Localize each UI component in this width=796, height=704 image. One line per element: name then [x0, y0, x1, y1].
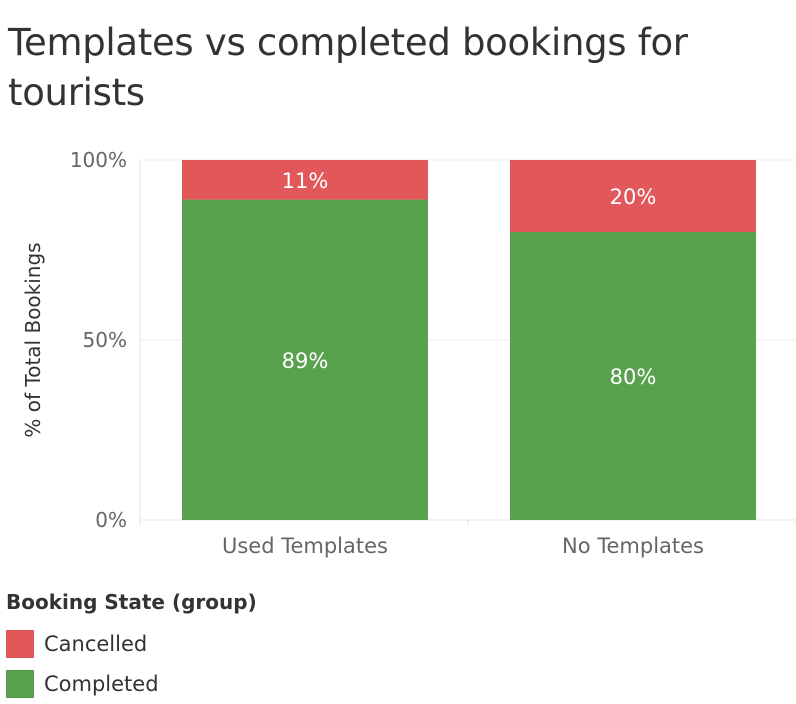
legend-label-completed: Completed [44, 672, 159, 696]
y-tick-label: 50% [83, 328, 127, 352]
x-category-label: Used Templates [222, 534, 388, 558]
x-category-label: No Templates [562, 534, 704, 558]
legend-title: Booking State (group) [6, 590, 257, 614]
legend-item-cancelled[interactable]: Cancelled [6, 624, 257, 664]
bar-completed-no-templates[interactable] [510, 232, 756, 520]
legend-swatch-completed [6, 670, 34, 698]
chart-title: Templates vs completed bookings for tour… [8, 21, 688, 115]
y-tick-label: 0% [95, 508, 127, 532]
legend: Booking State (group) Cancelled Complete… [6, 590, 257, 704]
legend-swatch-cancelled [6, 630, 34, 658]
data-label: 20% [610, 185, 657, 209]
bar-cancelled-used-templates[interactable] [182, 160, 428, 200]
axis-layer: 0% 50% 100% % of Total Bookings Used Templat… [21, 148, 704, 558]
y-axis-title: % of Total Bookings [21, 242, 45, 437]
y-tick-label: 100% [70, 148, 127, 172]
legend-item-completed[interactable]: Completed [6, 664, 257, 704]
chart-plot: 89% 11% 80% 20% 0% 50% 100% % of Total Booking… [21, 148, 796, 558]
data-label: 11% [282, 169, 329, 193]
data-label: 89% [282, 349, 329, 373]
bar-cancelled-no-templates[interactable] [510, 160, 756, 232]
legend-label-cancelled: Cancelled [44, 632, 148, 656]
data-label: 80% [610, 365, 657, 389]
bars-layer [182, 160, 756, 520]
labels-layer: 89% 11% 80% 20% [282, 169, 657, 389]
bar-completed-used-templates[interactable] [182, 199, 428, 520]
